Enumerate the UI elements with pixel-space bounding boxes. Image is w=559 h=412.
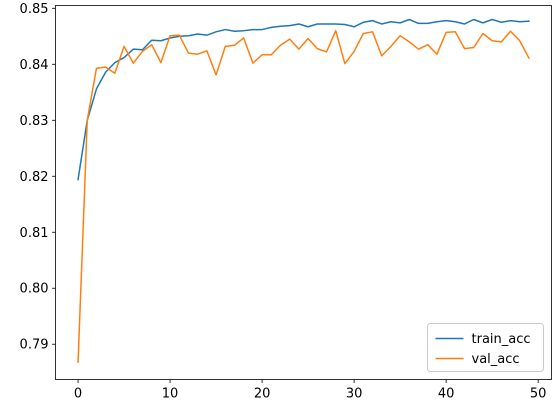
series-lines (77, 18, 530, 363)
x-tick-label: 30 (346, 387, 363, 402)
x-tick-label: 10 (162, 387, 179, 402)
y-tick-label: 0.81 (20, 226, 49, 241)
x-tick-label: 0 (74, 387, 82, 402)
plot-frame (55, 5, 552, 380)
x-axis: 0 10 20 30 40 50 (74, 379, 547, 402)
y-tick-label: 0.82 (20, 170, 49, 185)
legend: train_acc val_acc (427, 323, 544, 372)
legend-box (427, 323, 544, 372)
x-tick-label: 50 (530, 387, 547, 402)
x-tick-label: 20 (254, 387, 271, 402)
y-axis: 0.79 0.80 0.81 0.82 0.83 0.84 0.85 (20, 2, 56, 353)
y-tick-label: 0.80 (20, 282, 49, 297)
series-line-val-acc (77, 29, 530, 363)
series-line-train-acc (77, 18, 530, 181)
y-tick-label: 0.83 (20, 114, 49, 129)
y-tick-label: 0.85 (20, 2, 49, 17)
y-tick-label: 0.79 (20, 338, 49, 353)
x-tick-label: 40 (438, 387, 455, 402)
y-tick-label: 0.84 (20, 58, 49, 73)
legend-label-train-acc: train_acc (472, 332, 531, 347)
legend-label-val-acc: val_acc (472, 352, 520, 367)
